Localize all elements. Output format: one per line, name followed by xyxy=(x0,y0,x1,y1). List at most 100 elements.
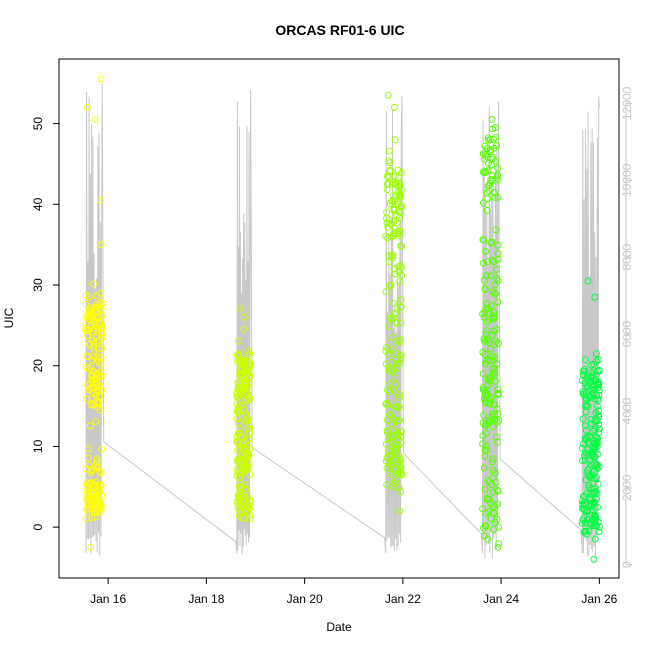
data-point xyxy=(383,219,391,227)
data-point xyxy=(94,386,102,394)
axes-layer: Jan 16 Jan 18 Jan 20 Jan 22 Jan 24 Jan 26 0 10 2… xyxy=(31,58,634,606)
x-tick-label: Jan 16 xyxy=(90,592,126,606)
data-point xyxy=(238,364,246,372)
data-point xyxy=(397,295,405,303)
data-point xyxy=(83,315,91,323)
data-point xyxy=(392,337,400,345)
data-point xyxy=(391,103,398,111)
data-point xyxy=(482,399,490,407)
data-point xyxy=(485,187,493,195)
data-point xyxy=(396,190,404,198)
data-point xyxy=(481,350,489,358)
data-point xyxy=(493,438,501,446)
data-point xyxy=(492,433,500,441)
data-point xyxy=(82,465,90,473)
data-point xyxy=(581,365,589,373)
data-point xyxy=(494,390,502,397)
data-point xyxy=(397,303,405,311)
data-point xyxy=(479,370,487,378)
data-point xyxy=(83,496,91,504)
y2-tick-label: 10000 xyxy=(620,163,634,197)
data-point xyxy=(91,513,99,521)
data-point xyxy=(490,315,497,323)
data-point xyxy=(385,364,393,372)
data-point xyxy=(486,356,494,364)
data-point xyxy=(391,440,399,448)
data-point xyxy=(83,363,91,371)
data-point xyxy=(93,495,101,503)
data-point xyxy=(479,259,487,267)
data-point xyxy=(579,367,587,375)
data-point xyxy=(581,527,589,535)
data-point xyxy=(493,360,501,368)
data-point xyxy=(394,166,402,174)
data-point xyxy=(386,168,394,175)
data-point xyxy=(489,370,497,378)
data-point xyxy=(484,258,492,266)
data-point xyxy=(481,485,489,493)
plot-layer xyxy=(82,75,603,563)
data-point xyxy=(587,393,595,401)
data-point xyxy=(383,386,391,394)
data-point xyxy=(492,377,500,385)
y2-tick-label: 0 xyxy=(620,561,634,568)
data-point xyxy=(92,478,100,486)
data-point xyxy=(595,528,603,536)
x-tick-label: Jan 18 xyxy=(188,592,224,606)
data-point xyxy=(391,374,399,381)
data-point xyxy=(82,515,90,523)
data-point xyxy=(385,147,393,155)
data-point xyxy=(87,363,95,371)
data-point xyxy=(97,75,105,83)
data-point xyxy=(396,193,404,201)
data-point xyxy=(488,161,496,169)
data-point xyxy=(397,356,404,364)
data-point xyxy=(579,388,587,396)
data-point xyxy=(492,226,500,234)
data-point xyxy=(393,364,401,372)
data-point xyxy=(479,505,487,513)
data-point xyxy=(240,381,248,389)
data-point xyxy=(594,380,602,388)
data-point xyxy=(582,356,589,364)
data-point xyxy=(488,238,496,246)
data-point xyxy=(488,413,496,421)
data-point xyxy=(392,270,399,278)
data-point xyxy=(388,433,396,441)
y2-tick-label: 2000 xyxy=(620,474,634,501)
data-point xyxy=(482,306,490,314)
series-rf04 xyxy=(479,116,503,551)
data-point xyxy=(233,415,241,423)
data-point xyxy=(97,289,105,297)
data-point xyxy=(387,220,395,228)
data-point xyxy=(484,167,492,175)
data-point xyxy=(246,515,254,523)
data-point xyxy=(394,227,402,235)
data-point xyxy=(239,446,247,454)
y2-tick-label: 4000 xyxy=(620,397,634,424)
data-point xyxy=(382,457,390,465)
data-point xyxy=(484,535,492,543)
y2-tick-label: 6000 xyxy=(620,320,634,347)
data-point xyxy=(583,373,591,381)
data-point xyxy=(237,360,245,368)
data-point xyxy=(487,239,495,247)
data-point xyxy=(487,148,495,156)
data-point xyxy=(237,479,245,487)
x-tick-label: Jan 22 xyxy=(385,592,421,606)
data-point xyxy=(398,202,406,210)
series-rf05 xyxy=(578,277,603,563)
data-point xyxy=(237,451,244,459)
data-point xyxy=(96,305,104,313)
data-point xyxy=(94,482,102,490)
data-point xyxy=(243,450,251,458)
data-point xyxy=(595,425,603,433)
data-point xyxy=(595,407,602,415)
data-point xyxy=(240,368,248,376)
data-point xyxy=(492,478,500,486)
data-point xyxy=(489,504,497,512)
data-point xyxy=(386,452,394,460)
data-point xyxy=(585,483,593,491)
data-point xyxy=(587,420,595,428)
data-point xyxy=(479,199,487,207)
